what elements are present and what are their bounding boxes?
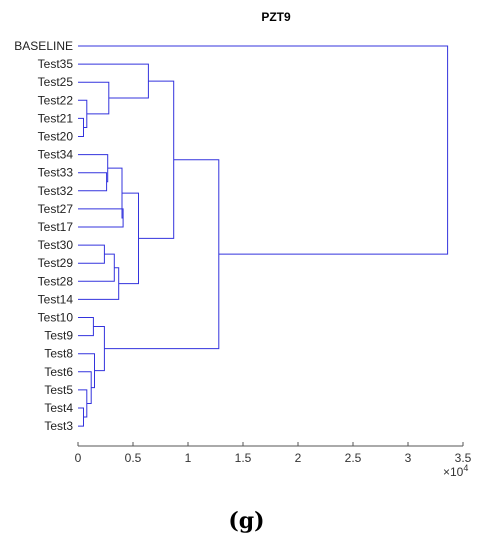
x-tick-label: 1.5 <box>235 451 252 465</box>
leaf-label: Test25 <box>38 75 74 89</box>
dendrogram-link <box>78 172 108 192</box>
dendrogram-link <box>78 154 109 183</box>
dendrogram-link <box>78 389 88 418</box>
x-axis: 0 0.5 1 1.5 2 2.5 3 3.5 <box>75 442 472 465</box>
dendrogram-link <box>78 117 84 137</box>
x-tick-label: 3.5 <box>455 451 472 465</box>
leaf-label: Test32 <box>38 184 74 198</box>
x-tick-label: 0 <box>75 451 82 465</box>
leaf-label: Test14 <box>38 292 74 306</box>
dendrogram-link <box>107 167 124 219</box>
dendrogram-link <box>78 244 105 264</box>
leaf-label: Test35 <box>38 57 74 71</box>
x-axis-multiplier: ×104 <box>443 463 468 479</box>
dendrogram-links <box>78 45 449 427</box>
dendrogram-link <box>78 317 94 337</box>
dendrogram-link <box>78 63 149 99</box>
dendrogram-link <box>78 253 115 282</box>
leaf-label: Test27 <box>38 202 74 216</box>
x-tick-label: 1 <box>185 451 192 465</box>
leaf-label: Test3 <box>44 419 73 433</box>
leaf-label: Test22 <box>38 93 74 107</box>
x-axis-multiplier-exponent: 4 <box>463 463 468 473</box>
leaf-label: Test5 <box>44 383 73 397</box>
leaf-label: Test4 <box>44 401 73 415</box>
leaf-label: Test29 <box>38 256 74 270</box>
dendrogram-link <box>78 371 92 404</box>
x-tick-label: 2 <box>295 451 302 465</box>
leaf-label: Test21 <box>38 111 74 125</box>
leaf-label: Test30 <box>38 238 74 252</box>
x-tick-label: 2.5 <box>345 451 362 465</box>
chart-title: PZT9 <box>261 10 291 24</box>
dendrogram-link <box>78 99 88 128</box>
leaf-label: Test28 <box>38 274 74 288</box>
leaf-label: Test10 <box>38 311 74 325</box>
figure-caption: (g) <box>228 508 265 534</box>
x-tick-label: 0.5 <box>125 451 142 465</box>
leaf-label: Test8 <box>44 347 73 361</box>
x-axis-multiplier-base: ×10 <box>443 465 464 479</box>
dendrogram-link <box>78 407 84 427</box>
dendrogram-link <box>138 80 175 239</box>
leaf-label: Test6 <box>44 365 73 379</box>
leaf-label: Test17 <box>38 220 74 234</box>
dendrogram-link <box>78 45 449 255</box>
dendrogram-link <box>78 267 120 300</box>
dendrogram-link <box>93 326 105 372</box>
leaf-label: Test34 <box>38 148 74 162</box>
dendrogram-link <box>78 81 110 115</box>
leaf-label: Test33 <box>38 166 74 180</box>
dendrogram-link <box>78 208 124 228</box>
leaf-label: Test9 <box>44 329 73 343</box>
leaf-labels: BASELINE Test35 Test25 Test22 Test21 Test20 Te… <box>14 39 73 433</box>
x-tick-label: 3 <box>405 451 412 465</box>
dendrogram-link <box>78 353 95 389</box>
leaf-label: BASELINE <box>14 39 73 53</box>
leaf-label: Test20 <box>38 130 74 144</box>
